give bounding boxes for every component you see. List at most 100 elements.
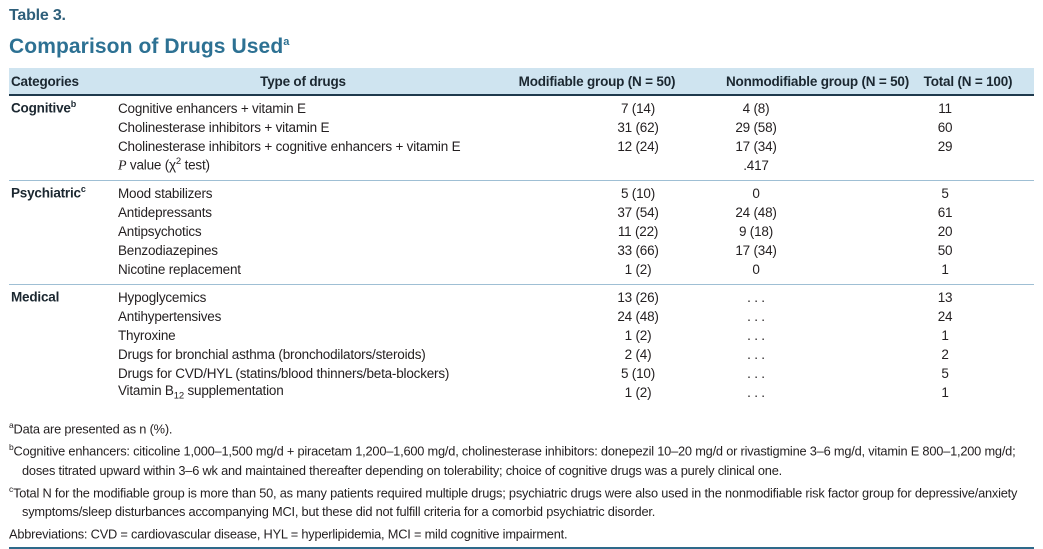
table-row: Thyroxine 1 (2) . . . 1 (9, 326, 1034, 345)
total-value-cell: 1 (941, 328, 949, 343)
total-value-cell: 2 (941, 347, 949, 362)
modifiable-value-cell: 31 (62) (617, 120, 659, 135)
drug-cell: Cholinesterase inhibitors + vitamin E (118, 120, 330, 135)
table-row: Cholinesterase inhibitors + vitamin E 31… (9, 118, 1034, 137)
drug-cell: Nicotine replacement (118, 262, 241, 277)
nonmodifiable-value-cell: 17 (34) (735, 243, 777, 258)
footnote-b: bCognitive enhancers: citicoline 1,000–1… (9, 438, 1034, 479)
total-value-cell (882, 156, 1034, 181)
drug-cell: Antipsychotics (118, 224, 202, 239)
table-row: Benzodiazepines 33 (66) 17 (34) 50 (9, 241, 1034, 260)
footnote-a-text: Data are presented as n (%). (13, 421, 173, 437)
nonmodifiable-value-cell: 29 (58) (735, 120, 777, 135)
total-value-cell: 20 (937, 224, 953, 239)
modifiable-value-cell: 33 (66) (617, 243, 659, 258)
footnote-abbreviations: Abbreviations: CVD = cardiovascular dise… (9, 521, 1034, 543)
section-medical: Medical Hypoglycemics 13 (26) . . . 13 A… (9, 284, 1034, 409)
total-value-cell: 1 (941, 262, 949, 277)
footnotes-block: aData are presented as n (%). bCognitive… (9, 416, 1034, 543)
drug-cell: Hypoglycemics (118, 290, 207, 305)
table-header-row: Categories Type of drugs Modifiable grou… (9, 68, 1034, 96)
drug-cell: Drugs for bronchial asthma (bronchodilat… (118, 347, 426, 362)
b12-subscript: 12 (173, 390, 184, 402)
section-psychiatric: Psychiatricc Mood stabilizers 5 (10) 0 5… (9, 180, 1034, 285)
table-row: Antipsychotics 11 (22) 9 (18) 20 (9, 222, 1034, 241)
p-value-text: value (χ (126, 157, 176, 173)
total-value-cell: 60 (937, 120, 953, 135)
drug-cell: Vitamin B12 supplementation (117, 383, 507, 408)
drug-cell: Thyroxine (118, 328, 176, 343)
footnote-c: cTotal N for the modifiable group is mor… (9, 480, 1034, 521)
column-header-type-of-drugs: Type of drugs (117, 68, 507, 96)
drug-cell: Drugs for CVD/HYL (statins/blood thinner… (118, 366, 450, 381)
nonmodifiable-value-cell: 0 (752, 186, 760, 201)
modifiable-value-cell: 1 (2) (624, 262, 652, 277)
category-label: Cognitive (11, 100, 71, 116)
nonmodifiable-value-cell: 24 (48) (735, 205, 777, 220)
modifiable-value-cell: 1 (2) (624, 328, 652, 343)
table-row: Psychiatricc Mood stabilizers 5 (10) 0 5 (9, 181, 1034, 204)
table-row: Medical Hypoglycemics 13 (26) . . . 13 (9, 285, 1034, 308)
column-header-nonmodifiable-group: Nonmodifiable group (N = 50) (702, 68, 909, 96)
total-value-cell: 5 (941, 186, 949, 201)
nonmodifiable-value-cell: 9 (18) (738, 224, 774, 239)
nonmodifiable-value-cell: . . . (747, 385, 765, 400)
modifiable-value-cell: 5 (10) (620, 186, 656, 201)
p-value-italic: P (118, 158, 127, 174)
nonmodifiable-value-cell: 17 (34) (735, 139, 777, 154)
drug-cell: P value (χ2 test) (117, 156, 507, 181)
footnote-c-text: Total N for the modifiable group is more… (13, 484, 1018, 519)
category-superscript: c (80, 184, 86, 194)
category-cell: Medical (9, 285, 117, 409)
table-number-label: Table 3. (9, 7, 66, 24)
total-value-cell: 13 (937, 290, 953, 305)
table-row-vitamin-b12: Vitamin B12 supplementation 1 (2) . . . … (9, 383, 1034, 408)
total-value-cell: 1 (941, 385, 949, 400)
nonmodifiable-value-cell: . . . (747, 328, 765, 343)
footnote-c-superscript: c (9, 483, 14, 494)
total-value-cell: 61 (937, 205, 953, 220)
p-value-text-end: test) (181, 157, 210, 173)
table-row: Nicotine replacement 1 (2) 0 1 (9, 260, 1034, 285)
column-header-modifiable-group: Modifiable group (N = 50) (507, 68, 702, 96)
category-label: Medical (11, 289, 60, 305)
modifiable-value-cell: 24 (48) (617, 309, 659, 324)
modifiable-value-cell: 2 (4) (624, 347, 652, 362)
table-title-superscript: a (283, 36, 290, 48)
category-superscript: b (70, 99, 77, 109)
modifiable-value-cell: 7 (14) (620, 101, 656, 116)
table-row: Antidepressants 37 (54) 24 (48) 61 (9, 203, 1034, 222)
table-row: Drugs for CVD/HYL (statins/blood thinner… (9, 364, 1034, 383)
nonmodifiable-value-cell: . . . (747, 290, 765, 305)
nonmodifiable-value-cell: . . . (747, 309, 765, 324)
drug-cell: Cholinesterase inhibitors + cognitive en… (118, 139, 461, 154)
modifiable-value-cell: 11 (22) (617, 224, 659, 239)
chi-square-superscript: 2 (175, 156, 182, 168)
column-header-categories: Categories (9, 68, 117, 96)
supplementation-text: supplementation (183, 383, 284, 399)
modifiable-value-cell: 13 (26) (617, 290, 659, 305)
drug-cell: Mood stabilizers (118, 186, 213, 201)
drug-cell: Benzodiazepines (118, 243, 218, 258)
column-header-total: Total (N = 100) (882, 68, 1034, 96)
total-value-cell: 5 (941, 366, 949, 381)
drug-cell: Antidepressants (118, 205, 212, 220)
comparison-of-drugs-table: Categories Type of drugs Modifiable grou… (9, 68, 1034, 408)
table-row: Cholinesterase inhibitors + cognitive en… (9, 137, 1034, 156)
nonmodifiable-value-cell: . . . (747, 366, 765, 381)
modifiable-value-cell: 5 (10) (620, 366, 656, 381)
nonmodifiable-value-cell: .417 (743, 158, 769, 173)
footnote-b-text: Cognitive enhancers: citicoline 1,000–1,… (13, 443, 1016, 478)
modifiable-value-cell (507, 156, 702, 181)
drug-cell: Antihypertensives (118, 309, 222, 324)
section-cognitive: Cognitiveb Cognitive enhancers + vitamin… (9, 95, 1034, 181)
total-value-cell: 24 (937, 309, 953, 324)
table-row: Antihypertensives 24 (48) . . . 24 (9, 307, 1034, 326)
total-value-cell: 50 (937, 243, 953, 258)
table-title: Comparison of Drugs Useda (9, 29, 1034, 60)
vitamin-b-text: Vitamin B (118, 383, 174, 399)
drug-cell: Cognitive enhancers + vitamin E (118, 101, 306, 116)
nonmodifiable-value-cell: . . . (747, 347, 765, 362)
footnote-a: aData are presented as n (%). (9, 416, 1034, 438)
